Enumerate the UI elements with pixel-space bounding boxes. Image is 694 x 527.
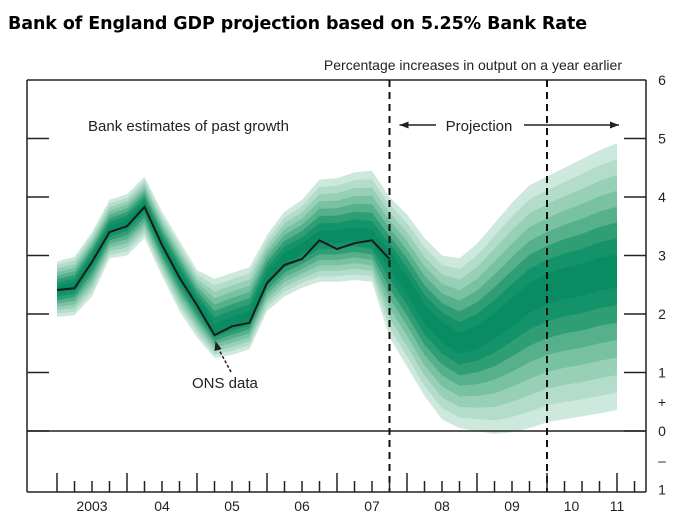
x-tick-label: 06 (294, 498, 310, 514)
x-tick-label: 05 (224, 498, 240, 514)
y-tick-label: 6 (658, 72, 666, 88)
ons-arrow-head (214, 341, 222, 352)
ons-data-line (56, 205, 391, 337)
y-sign-label: + (658, 394, 666, 410)
y-tick-label: 2 (658, 306, 666, 322)
projection-arrow (399, 121, 619, 129)
y-tick-label: 1 (658, 365, 666, 381)
y-tick-label: 3 (658, 248, 666, 264)
x-tick-label: 04 (154, 498, 170, 514)
axis-ticks (27, 137, 646, 492)
y-sign-label: – (658, 452, 666, 468)
fan-layer (57, 143, 617, 434)
y-tick-label: 5 (658, 131, 666, 147)
ons-data-label: ONS data (192, 375, 259, 392)
chart-subtitle: Percentage increases in output on a year… (324, 57, 622, 73)
y-tick-label: 0 (658, 423, 666, 439)
fan-series (57, 170, 390, 358)
line-layer (56, 205, 391, 337)
x-tick-label: 2003 (76, 498, 107, 514)
x-tick-label: 09 (504, 498, 520, 514)
fan-series (389, 143, 617, 434)
projection-label: Projection (446, 118, 513, 135)
arrow-head-left (399, 121, 409, 129)
y-tick-label: 1 (658, 482, 666, 498)
x-tick-label: 11 (610, 498, 625, 514)
chart-title: Bank of England GDP projection based on … (8, 14, 588, 34)
y-tick-label: 4 (658, 189, 666, 205)
fan-band (389, 251, 617, 354)
x-tick-label: 10 (564, 498, 580, 514)
x-tick-label: 08 (434, 498, 450, 514)
fan-band (57, 194, 390, 341)
arrow-head-right (610, 121, 619, 129)
ons-data-arrow (214, 341, 232, 373)
past-growth-label: Bank estimates of past growth (88, 118, 289, 135)
x-tick-label: 07 (364, 498, 380, 514)
